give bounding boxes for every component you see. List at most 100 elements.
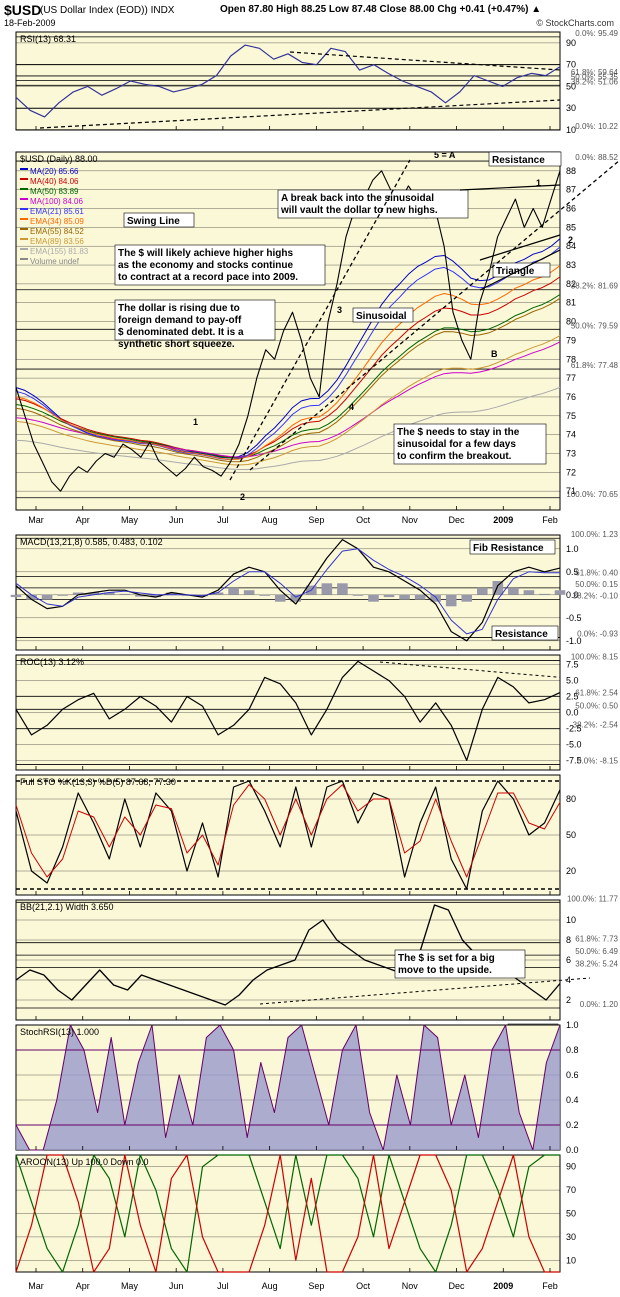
stochrsi-line [15,1024,561,1151]
y-tick-label: 1.0 [566,1020,579,1030]
macd-histogram-bar [476,587,488,595]
legend-item: EMA(21) 85.61 [30,207,84,216]
y-tick-label: 10 [566,125,576,135]
y-tick-label: 0.4 [566,1095,579,1105]
rsi-line [15,44,561,118]
y-tick-label: 30 [566,103,576,113]
higher-highs-note: as the economy and stocks continue [118,260,293,271]
x-tick-label: 2009 [493,515,513,525]
macd-histogram-bar [368,594,379,602]
y-tick-label: 1.0 [566,544,579,554]
wave-label: B [491,349,498,359]
big-move-note-box [394,949,526,979]
breakout-note: A break back into the sinusoidal [281,193,434,204]
fib-label: 50.0%: 79.59 [571,321,619,330]
macd-histogram-bar [414,594,426,600]
x-tick-label: Aug [262,515,278,525]
macd-resistance-callout: Resistance [495,629,548,640]
rsi-support-trend [39,99,561,129]
big-move-note: The $ is set for a big [398,953,495,964]
macd-histogram-bar [103,592,115,595]
fib-label: 100.0%: 70.65 [566,490,618,499]
x-tick-label: Feb [542,515,558,525]
macd-resistance-callout-box [491,625,559,641]
confirm-note: The $ needs to stay in the [397,427,520,438]
fib-label: 0.0%: -0.93 [577,630,618,639]
x-tick-label: Jun [169,1281,184,1291]
fib-label: 38.2%: 51.06 [571,77,619,86]
y-tick-label: -7.5 [566,755,582,765]
y-tick-label: 86 [566,204,576,214]
macd-histogram-bar [554,590,566,595]
legend-item: MA(50) 83.89 [30,187,79,196]
macd-histogram-bar [26,594,37,600]
y-tick-label: 8 [566,935,571,945]
y-tick-label: 70 [566,1185,576,1195]
stochrsi-area [16,1025,560,1150]
demand-note: synthetic short squeeze. [118,339,235,350]
confirm-note: sinusoidal for a few days [397,439,516,450]
wave-label: 1 [536,178,541,188]
triangle-callout: Triangle [496,266,535,277]
y-tick-label: 79 [566,335,576,345]
legend-item: MA(40) 84.06 [30,177,79,186]
fib-label: 0.0%: 1.20 [580,1000,619,1009]
y-tick-label: 6 [566,955,571,965]
legend-swatch [20,218,28,220]
x-tick-label: Apr [76,515,90,525]
x-tick-label: 2009 [493,1281,513,1291]
fib-resistance-callout: Fib Resistance [473,543,544,554]
y-tick-label: 5.0 [566,676,579,686]
bb-support-trend [259,977,591,1005]
macd-histogram-bar [445,594,457,607]
higher-highs-note: The $ will likely achieve higher highs [118,248,293,259]
legend-item: MA(100) 84.06 [30,197,83,206]
wave-label: 1 [193,417,198,427]
y-tick-label: 4 [566,975,571,985]
breakout-note-box [277,189,469,219]
fib-label: 61.8%: 2.54 [575,688,618,697]
sinusoidal-upper-trend [229,159,411,481]
macd-histogram-bar [228,587,239,595]
demand-note-box [114,299,276,341]
legend-swatch [20,228,28,230]
macd-histogram-bar [430,594,441,602]
higher-highs-note-box [114,244,326,286]
wave-label: 5 = A [434,150,456,160]
macd-histogram-bar [523,590,535,595]
wave-label: 2 [568,235,573,245]
confirm-note: to confirm the breakout. [397,451,512,462]
macd-histogram-bar [274,594,286,602]
macd-histogram-bar [539,593,550,595]
fib-label: 61.8%: 77.48 [571,361,619,370]
y-tick-label: 10 [566,915,576,925]
macd-histogram-bar [399,594,410,600]
y-tick-label: 0.0 [566,708,579,718]
triangle-callout-box [492,262,551,278]
resistance-callout: Resistance [492,155,545,166]
y-tick-label: 73 [566,448,576,458]
y-tick-label: 88 [566,166,576,176]
y-tick-label: 81 [566,298,576,308]
x-tick-label: Dec [449,515,466,525]
macd-histogram-bar [72,592,84,595]
legend-swatch [20,198,28,200]
sinusoidal-callout: Sinusoidal [356,311,407,322]
y-tick-label: 50 [566,81,576,91]
y-tick-label: 2.5 [566,692,579,702]
y-tick-label: 90 [566,1162,576,1172]
legend-item: EMA(89) 83.56 [30,237,84,246]
fib-label: 50.0%: 6.49 [575,947,618,956]
macd-histogram-bar [290,594,302,602]
macd-line [15,539,561,642]
x-tick-label: Apr [76,1281,90,1291]
x-tick-label: Oct [356,1281,371,1291]
sinusoidal-callout-box [352,307,414,323]
legend-swatch [20,178,28,180]
macd-histogram-bar [492,581,504,595]
credit-text: © StockCharts.com [536,18,614,28]
x-tick-label: Feb [542,1281,558,1291]
rsi-resistance-trend [289,51,561,71]
fib-label: 38.2%: -0.10 [573,591,619,600]
y-tick-label: 10 [566,1255,576,1265]
